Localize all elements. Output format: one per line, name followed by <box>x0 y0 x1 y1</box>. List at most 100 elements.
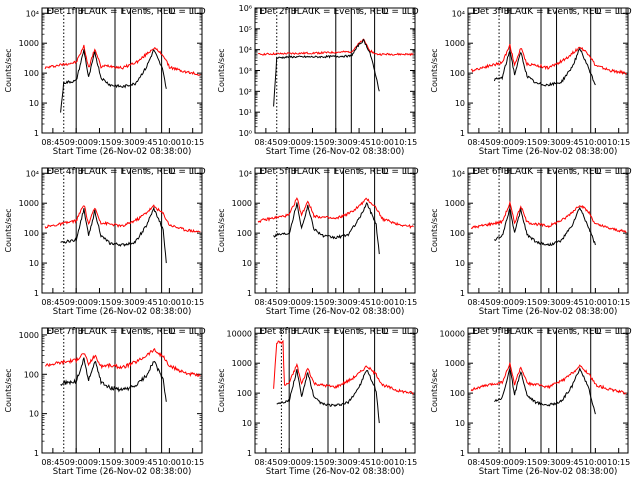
chart-panel: Det 8f BLACK = Events, RED = LLD 1 10 100 10… <box>217 327 419 477</box>
x-tick-label: 09:15 <box>301 298 324 307</box>
x-axis-label: Start Time (26-Nov-02 08:38:00) <box>266 147 405 157</box>
plot-frame <box>41 7 203 134</box>
x-tick-label: 09:15 <box>88 458 111 467</box>
x-tick-label: 10:15 <box>607 138 630 147</box>
letter-marker: E <box>259 167 265 177</box>
y-tick-label: 1000 <box>232 199 252 208</box>
x-tick-label: 09:15 <box>301 138 324 147</box>
y-tick-label: 1000 <box>445 359 465 368</box>
y-tick-label: 10 <box>242 419 252 428</box>
x-tick-label: 10:00 <box>371 298 394 307</box>
y-axis-label: Counts/sec <box>217 208 226 252</box>
x-axis-label: Start Time (26-Nov-02 08:38:00) <box>53 147 192 157</box>
y-tick-label: 10⁴ <box>239 169 252 178</box>
letter-marker: E <box>46 327 52 337</box>
x-tick-label: 09:30 <box>537 458 560 467</box>
x-tick-label: 09:30 <box>537 138 560 147</box>
y-tick-label: 1 <box>460 449 465 458</box>
y-tick-label: 1 <box>34 289 39 298</box>
x-axis-label: Start Time (26-Nov-02 08:38:00) <box>479 467 618 477</box>
y-tick-label: 10000 <box>440 329 465 338</box>
y-tick-label: 100 <box>24 370 39 379</box>
x-tick-label: 09:30 <box>324 458 347 467</box>
chart-title: Det 2f BLACK = Events, RED = LLD <box>260 7 419 17</box>
chart-title: Det 5f BLACK = Events, RED = LLD <box>260 167 419 177</box>
x-tick-label: 10:00 <box>371 138 394 147</box>
x-tick-label: 08:45 <box>467 138 490 147</box>
y-tick-label: 10⁴ <box>26 169 39 178</box>
x-tick-label: 09:15 <box>514 458 537 467</box>
plot-frame <box>254 327 416 454</box>
y-tick-label: 10 <box>29 410 39 419</box>
y-tick-label: 10⁵ <box>239 25 252 34</box>
y-axis-label: Counts/sec <box>4 368 13 412</box>
x-tick-label: 09:15 <box>88 138 111 147</box>
letter-marker: L <box>170 7 175 17</box>
y-tick-label: 10 <box>455 99 465 108</box>
x-tick-label: 09:45 <box>348 298 371 307</box>
x-tick-label: 10:00 <box>158 138 181 147</box>
letter-marker: E <box>259 7 265 17</box>
letter-marker: F <box>293 7 298 17</box>
letter-marker: F <box>506 167 511 177</box>
letter-marker: F <box>80 327 85 337</box>
x-tick-label: 09:45 <box>561 458 584 467</box>
plot-frame <box>467 167 629 294</box>
chart-title: Det 9f BLACK = Events, RED = LLD <box>473 327 632 337</box>
y-tick-label: 100 <box>24 229 39 238</box>
y-tick-label: 1000 <box>445 39 465 48</box>
y-tick-label: 1000 <box>19 199 39 208</box>
chart-title: Det 3f BLACK = Events, RED = LLD <box>473 7 632 17</box>
x-tick-label: 10:15 <box>181 458 204 467</box>
y-tick-label: 1 <box>460 289 465 298</box>
letter-marker: E <box>259 327 265 337</box>
x-tick-label: 09:30 <box>111 298 134 307</box>
y-tick-label: 10000 <box>227 329 252 338</box>
chart-panel: Det 4f BLACK = Events, RED = LLD 1 10 100 10… <box>4 167 206 317</box>
x-tick-label: 09:00 <box>278 138 301 147</box>
x-tick-label: 08:45 <box>254 298 277 307</box>
x-tick-label: 10:00 <box>158 458 181 467</box>
lld-series-line <box>44 348 201 378</box>
lld-series-line <box>470 200 627 233</box>
letter-marker: E <box>472 7 478 17</box>
x-tick-label: 10:00 <box>371 458 394 467</box>
y-tick-label: 1000 <box>19 331 39 340</box>
y-tick-label: 100 <box>450 229 465 238</box>
y-axis-label: Counts/sec <box>430 208 439 252</box>
x-tick-label: 09:15 <box>514 138 537 147</box>
chart-title: Det 4f BLACK = Events, RED = LLD <box>47 167 206 177</box>
x-tick-label: 10:00 <box>584 458 607 467</box>
y-tick-label: 100 <box>237 389 252 398</box>
x-tick-label: 10:15 <box>181 138 204 147</box>
x-tick-label: 10:15 <box>181 298 204 307</box>
letter-marker: L <box>170 167 175 177</box>
x-tick-label: 09:15 <box>88 298 111 307</box>
x-tick-label: 09:45 <box>135 298 158 307</box>
y-tick-label: 1 <box>247 449 252 458</box>
lld-series-line <box>273 339 414 395</box>
x-tick-label: 10:15 <box>394 298 417 307</box>
x-tick-label: 09:45 <box>348 458 371 467</box>
x-tick-label: 09:45 <box>561 138 584 147</box>
x-tick-label: 09:45 <box>135 458 158 467</box>
y-tick-label: 100 <box>237 229 252 238</box>
x-tick-label: 09:00 <box>491 458 514 467</box>
x-tick-label: 10:15 <box>394 138 417 147</box>
lld-series-line <box>44 204 201 233</box>
y-axis-label: Counts/sec <box>430 368 439 412</box>
x-tick-label: 08:45 <box>254 458 277 467</box>
y-tick-label: 10 <box>455 259 465 268</box>
y-axis-label: Counts/sec <box>217 48 226 92</box>
y-tick-label: 10² <box>239 87 252 96</box>
x-tick-label: 10:00 <box>158 298 181 307</box>
letter-marker: F <box>293 327 298 337</box>
chart-panel: Det 7f BLACK = Events, RED = LLD 1 10 100 10… <box>4 327 206 477</box>
x-tick-label: 09:00 <box>278 298 301 307</box>
y-tick-label: 10⁴ <box>452 169 465 178</box>
y-tick-label: 1 <box>247 289 252 298</box>
events-series-line <box>60 49 167 113</box>
y-tick-label: 10³ <box>239 67 252 76</box>
plot-frame <box>467 327 629 454</box>
